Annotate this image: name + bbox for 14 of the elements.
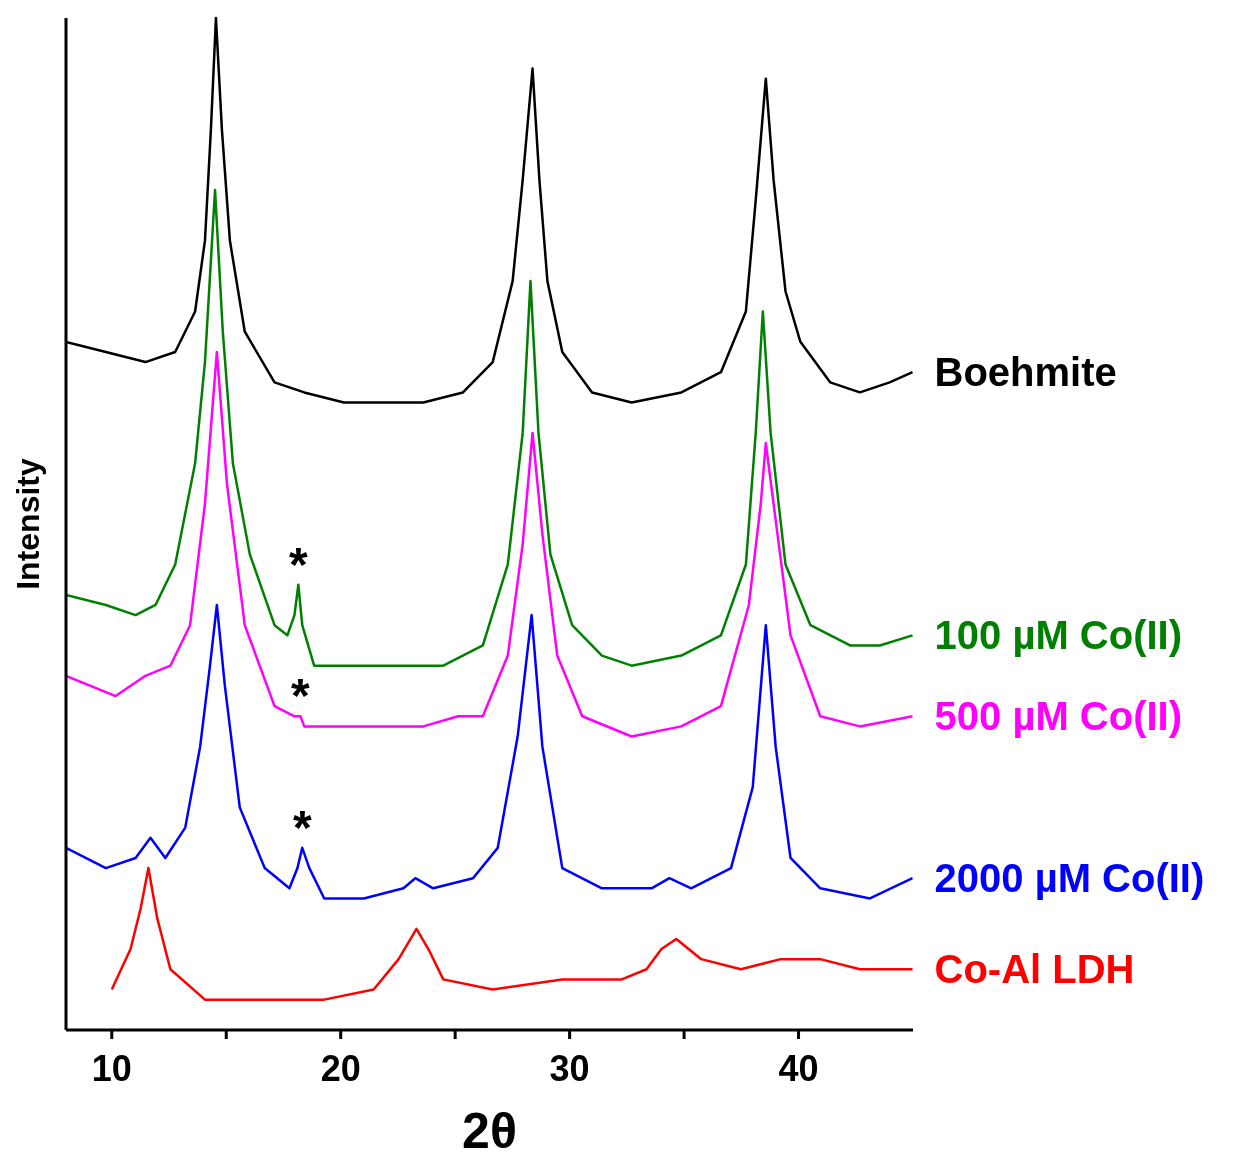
series-label: 2000 µM Co(II) [934,856,1205,901]
series-label: 100 µM Co(II) [934,613,1183,658]
annotation: * [291,669,311,723]
annotation: * [292,800,312,854]
x-tick-label: 40 [778,1047,819,1089]
x-tick-label: 30 [549,1047,590,1089]
x-axis-title: 2θ [462,1103,517,1159]
series-label: 500 µM Co(II) [934,694,1183,739]
x-tick-label: 20 [320,1047,361,1089]
series-label: Co-Al LDH [934,947,1135,992]
series-label: Boehmite [934,350,1117,395]
x-tick-label: 10 [91,1047,132,1089]
annotation: * [289,537,309,591]
y-axis-title: Intensity [10,458,47,590]
